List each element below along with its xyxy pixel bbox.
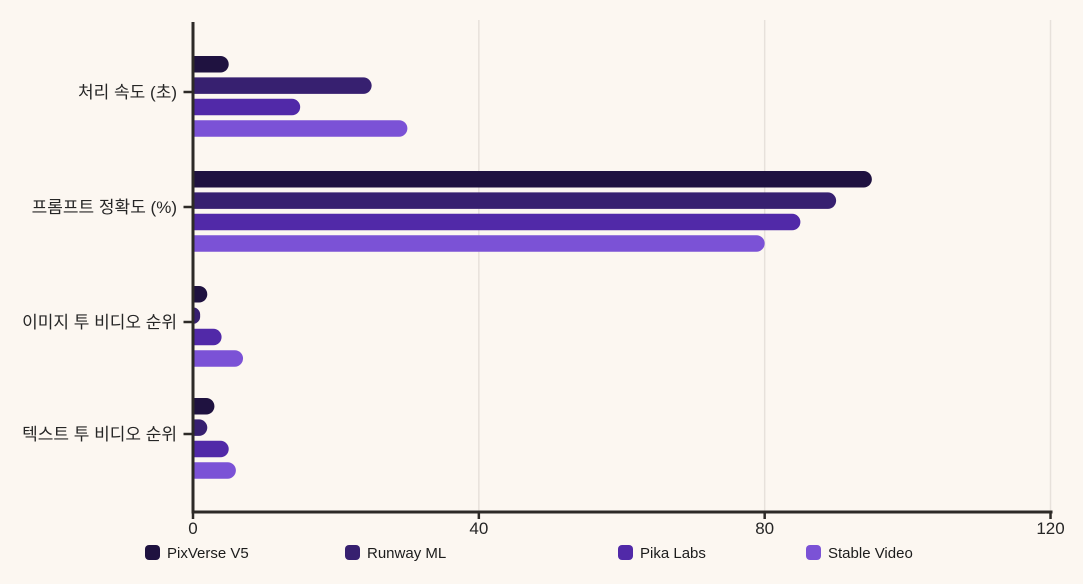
bar	[193, 192, 837, 209]
legend-label: PixVerse V5	[167, 545, 249, 562]
legend-swatch	[618, 545, 633, 560]
x-tick-label: 0	[188, 519, 197, 538]
legend-label: Stable Video	[828, 545, 913, 562]
bar	[193, 440, 229, 458]
legend-swatch	[345, 545, 360, 560]
legend-label: Runway ML	[367, 545, 446, 562]
bar	[193, 235, 765, 252]
x-tick-label: 40	[469, 519, 488, 538]
category-label: 프롬프트 정확도 (%)	[32, 198, 177, 217]
bar	[193, 98, 301, 116]
x-tick-label: 120	[1036, 519, 1064, 538]
bar	[193, 213, 801, 231]
bar	[193, 286, 208, 303]
bar	[193, 419, 208, 436]
bar	[193, 462, 236, 479]
bar	[193, 307, 201, 324]
bar	[193, 171, 872, 188]
bar	[193, 56, 229, 73]
bar	[193, 328, 222, 346]
bar	[193, 77, 372, 94]
category-label: 처리 속도 (초)	[78, 83, 177, 102]
category-label: 이미지 투 비디오 순위	[22, 313, 177, 332]
legend-label: Pika Labs	[640, 545, 706, 562]
category-label: 텍스트 투 비디오 순위	[22, 425, 177, 444]
legend-swatch	[145, 545, 160, 560]
x-tick-label: 80	[755, 519, 774, 538]
bar	[193, 398, 215, 415]
legend-swatch	[806, 545, 821, 560]
bar	[193, 350, 244, 367]
bar	[193, 120, 408, 137]
